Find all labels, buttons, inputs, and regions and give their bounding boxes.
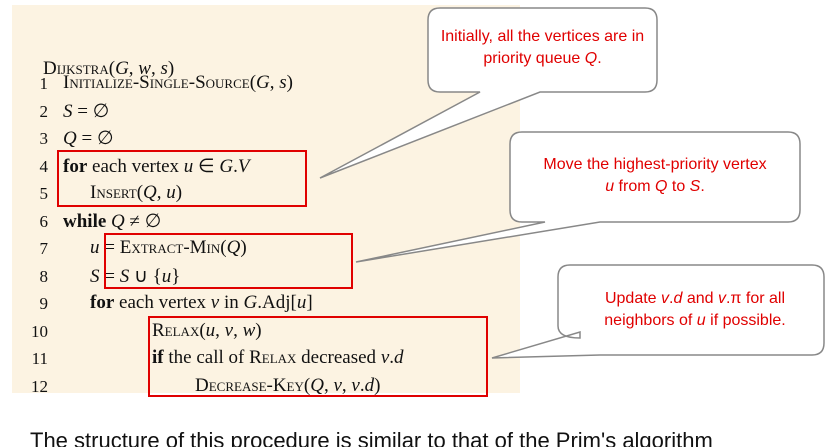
callout-bubble	[319, 7, 658, 179]
line-number: 10	[31, 321, 48, 341]
procedure-name: Initialize-Single-Source	[63, 72, 250, 93]
line-number: 7	[39, 239, 49, 258]
code-line: for each vertex u ∈ G.V	[63, 155, 249, 178]
procedure-name: Relax	[249, 347, 297, 368]
callout-bubble	[355, 131, 801, 263]
code-line: Initialize-Single-Source(G, s)	[63, 72, 293, 94]
line-number: 9	[39, 294, 49, 313]
procedure-name: Dijkstra	[43, 58, 109, 79]
code-line: Relax(u, v, w)	[152, 320, 262, 342]
code-text: decreased v.d	[296, 347, 404, 368]
procedure-name: Insert	[90, 182, 137, 203]
code-text: (G, s)	[249, 72, 293, 93]
code-line: u = Extract-Min(Q)	[90, 237, 247, 259]
code-text: (Q, v, v.d)	[303, 374, 381, 396]
callout-bubble	[491, 264, 825, 359]
code-text: u =	[90, 237, 120, 258]
procedure-title: Dijkstra(G, w, s)	[24, 36, 174, 102]
callout-text: Initially, all the vertices are in prior…	[440, 28, 645, 67]
code-text: the call of	[163, 347, 250, 368]
line-number: 2	[39, 101, 49, 121]
line-number: 1	[39, 74, 49, 93]
line-number: 11	[31, 349, 48, 368]
callout-text: Move the highest-priority vertex u from …	[543, 156, 767, 195]
code-text: (u, v, w)	[199, 319, 262, 341]
code-text: each vertex u ∈ G.V	[87, 155, 250, 177]
keyword: for	[63, 155, 88, 177]
line-number: 5	[39, 184, 49, 203]
code-line: Q = ∅	[63, 127, 114, 150]
highlight-box	[148, 316, 488, 397]
code-line: for each vertex v in G.Adj[u]	[90, 292, 313, 314]
procedure-name: Decrease-Key	[195, 374, 304, 396]
code-line: if the call of Relax decreased v.d	[152, 347, 404, 369]
line-number: 8	[39, 266, 49, 286]
highlight-box	[104, 233, 353, 289]
keyword: if	[152, 347, 164, 368]
line-number: 6	[39, 211, 49, 231]
code-text: S = S ∪ {u}	[90, 265, 181, 287]
code-text: (Q)	[220, 237, 247, 258]
procedure-name: Extract-Min	[119, 237, 221, 258]
code-text: Q = ∅	[63, 128, 114, 149]
code-text: (Q, u)	[136, 182, 183, 203]
code-line: S = ∅	[63, 100, 109, 123]
footer-text: The structure of this procedure is simil…	[30, 428, 713, 447]
procedure-args: (G, w, s)	[108, 58, 175, 79]
code-text: Q ≠ ∅	[111, 210, 162, 232]
keyword: for	[90, 292, 115, 313]
code-text: each vertex v in G.Adj[u]	[114, 292, 313, 313]
code-text: S = ∅	[63, 100, 110, 122]
line-number: 4	[39, 156, 49, 176]
highlight-box	[57, 150, 307, 207]
line-number: 12	[31, 376, 48, 396]
code-line: S = S ∪ {u}	[90, 265, 180, 288]
line-number: 3	[39, 129, 49, 148]
code-line: Insert(Q, u)	[90, 182, 182, 204]
code-line: while Q ≠ ∅	[63, 210, 161, 233]
code-line: Decrease-Key(Q, v, v.d)	[195, 375, 380, 397]
callout-text: Update v.d and v.π for all neighbors of …	[604, 290, 786, 329]
keyword: while	[63, 210, 107, 232]
procedure-name: Relax	[152, 319, 200, 341]
